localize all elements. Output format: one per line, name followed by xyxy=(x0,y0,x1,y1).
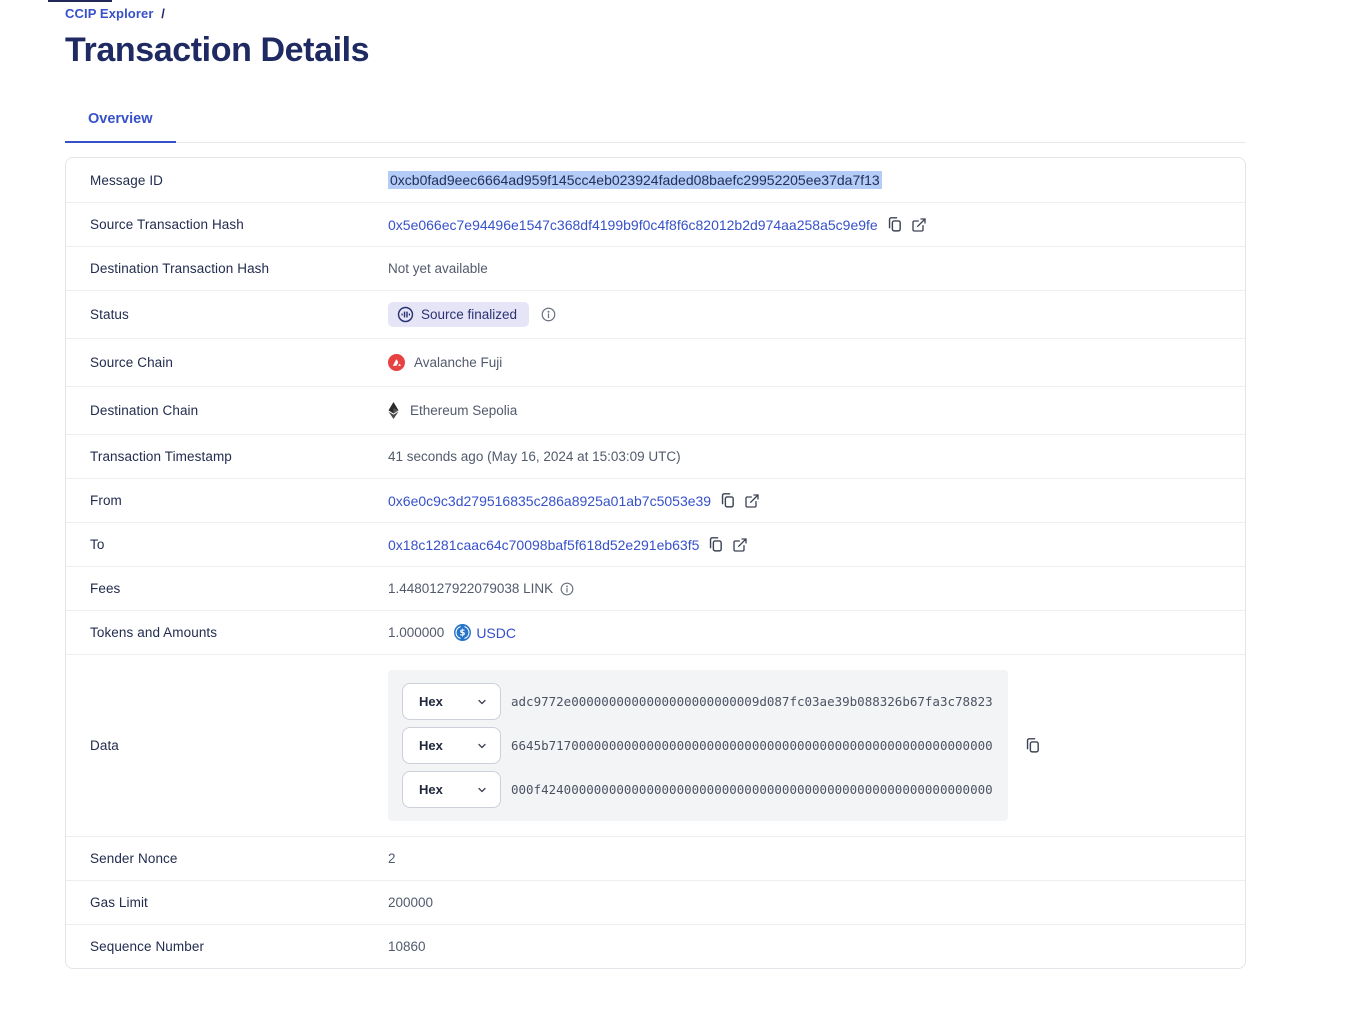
table-row-source-chain: Source Chain Avalanche Fuji xyxy=(66,338,1245,386)
data-hex-box: Hex adc9772e0000000000000000000000009d08… xyxy=(388,670,1008,821)
usdc-token-label: USDC xyxy=(476,624,516,641)
row-label: From xyxy=(90,493,122,508)
page-title: Transaction Details xyxy=(65,31,370,69)
source-chain-name: Avalanche Fuji xyxy=(414,355,503,370)
hex-format-select[interactable]: Hex xyxy=(402,771,501,808)
from-address-link[interactable]: 0x6e0c9c3d279516835c286a8925a01ab7c5053e… xyxy=(388,492,712,509)
info-icon[interactable] xyxy=(541,307,556,322)
row-label: Status xyxy=(90,307,129,322)
hex-select-label: Hex xyxy=(419,738,443,753)
copy-icon[interactable] xyxy=(707,536,724,553)
table-row-message-id: Message ID 0xcb0fad9eec6664ad959f145cc4e… xyxy=(66,158,1245,202)
token-amount: 1.000000 xyxy=(388,625,445,640)
row-label: Destination Transaction Hash xyxy=(90,261,270,276)
chevron-down-icon xyxy=(476,740,488,752)
status-badge-label: Source finalized xyxy=(421,307,518,322)
row-label: Transaction Timestamp xyxy=(90,449,232,464)
sequence-number-value: 10860 xyxy=(388,939,426,954)
dest-tx-hash-value: Not yet available xyxy=(388,261,488,276)
tab-bar: Overview xyxy=(65,110,1246,143)
source-tx-hash-link[interactable]: 0x5e066ec7e94496e1547c368df4199b9f0c4f8f… xyxy=(388,216,878,233)
table-row-data: Data Hex adc9772e00000000000000000000000… xyxy=(66,654,1245,836)
usdc-icon: $ xyxy=(454,624,472,641)
table-row-gas-limit: Gas Limit 200000 xyxy=(66,880,1245,924)
table-row-dest-chain: Destination Chain Ethereum Sepolia xyxy=(66,386,1245,434)
chevron-down-icon xyxy=(476,696,488,708)
table-row-tokens: Tokens and Amounts 1.000000 $ USDC xyxy=(66,610,1245,654)
copy-icon[interactable] xyxy=(1024,737,1041,754)
transaction-detail-table: Message ID 0xcb0fad9eec6664ad959f145cc4e… xyxy=(65,157,1246,969)
dest-chain-name: Ethereum Sepolia xyxy=(410,403,518,418)
row-label: Source Transaction Hash xyxy=(90,217,244,232)
sender-nonce-value: 2 xyxy=(388,851,396,866)
data-line: Hex 000f42400000000000000000000000000000… xyxy=(402,771,994,808)
pause-circle-icon xyxy=(397,306,414,323)
data-hex-line: adc9772e0000000000000000000000009d087fc0… xyxy=(511,694,993,709)
info-icon[interactable] xyxy=(560,582,574,596)
usdc-token-link[interactable]: $ USDC xyxy=(454,624,516,641)
external-link-icon[interactable] xyxy=(732,537,748,553)
to-address-link[interactable]: 0x18c1281caac64c70098baf5f618d52e291eb63… xyxy=(388,536,700,553)
gas-limit-value: 200000 xyxy=(388,895,434,910)
row-label: Fees xyxy=(90,581,121,596)
data-hex-line: 6645b71700000000000000000000000000000000… xyxy=(511,738,993,753)
table-row-sequence-number: Sequence Number 10860 xyxy=(66,924,1245,968)
fees-value: 1.4480127922079038 LINK xyxy=(388,581,554,596)
breadcrumb-link-ccip-explorer[interactable]: CCIP Explorer xyxy=(65,6,154,21)
external-link-icon[interactable] xyxy=(911,217,927,233)
copy-icon[interactable] xyxy=(719,492,736,509)
table-row-dest-tx-hash: Destination Transaction Hash Not yet ava… xyxy=(66,246,1245,290)
chevron-down-icon xyxy=(476,784,488,796)
table-row-from: From 0x6e0c9c3d279516835c286a8925a01ab7c… xyxy=(66,478,1245,522)
table-row-source-tx-hash: Source Transaction Hash 0x5e066ec7e94496… xyxy=(66,202,1245,246)
message-id-value: 0xcb0fad9eec6664ad959f145cc4eb023924fade… xyxy=(388,171,882,189)
row-label: Destination Chain xyxy=(90,403,199,418)
breadcrumb: CCIP Explorer / xyxy=(65,6,1246,21)
tab-overview[interactable]: Overview xyxy=(65,111,176,143)
table-row-to: To 0x18c1281caac64c70098baf5f618d52e291e… xyxy=(66,522,1245,566)
status-badge: Source finalized xyxy=(388,302,530,327)
row-label: Message ID xyxy=(90,172,164,188)
external-link-icon[interactable] xyxy=(744,493,760,509)
row-label: Gas Limit xyxy=(90,895,148,910)
hex-format-select[interactable]: Hex xyxy=(402,727,501,764)
cropped-header-fragment xyxy=(48,0,112,2)
breadcrumb-separator: / xyxy=(161,6,165,21)
ethereum-sepolia-icon xyxy=(388,402,399,419)
data-line: Hex 6645b7170000000000000000000000000000… xyxy=(402,727,994,764)
hex-select-label: Hex xyxy=(419,782,443,797)
svg-text:$: $ xyxy=(460,629,466,639)
row-label: To xyxy=(90,537,105,552)
hex-format-select[interactable]: Hex xyxy=(402,683,501,720)
table-row-timestamp: Transaction Timestamp 41 seconds ago (Ma… xyxy=(66,434,1245,478)
table-row-status: Status Source finalized xyxy=(66,290,1245,338)
row-label: Tokens and Amounts xyxy=(90,625,218,640)
table-row-sender-nonce: Sender Nonce 2 xyxy=(66,836,1245,880)
row-label: Sender Nonce xyxy=(90,851,178,866)
timestamp-value: 41 seconds ago (May 16, 2024 at 15:03:09… xyxy=(388,449,681,464)
hex-select-label: Hex xyxy=(419,694,443,709)
copy-icon[interactable] xyxy=(886,216,903,233)
avalanche-fuji-icon xyxy=(388,354,405,371)
row-label: Sequence Number xyxy=(90,939,205,954)
table-row-fees: Fees 1.4480127922079038 LINK xyxy=(66,566,1245,610)
row-label: Source Chain xyxy=(90,355,173,370)
row-label: Data xyxy=(90,738,119,753)
data-line: Hex adc9772e0000000000000000000000009d08… xyxy=(402,683,994,720)
data-hex-line: 000f424000000000000000000000000000000000… xyxy=(511,782,993,797)
